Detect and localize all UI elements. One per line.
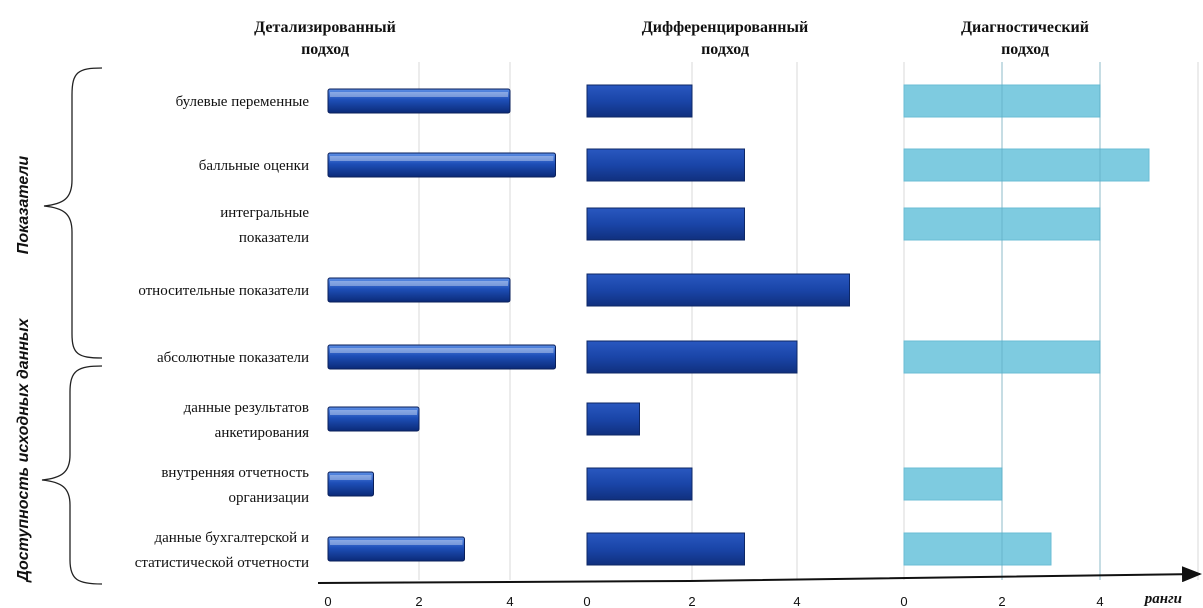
panel-title-1: Детализированный подход	[254, 19, 396, 58]
x-axis-arrow	[317, 566, 1202, 584]
panel-2: Дифференцированный подход 0 2 4	[583, 19, 850, 608]
brace-data-availability	[41, 365, 103, 585]
x-axis-label: ранги	[1143, 591, 1182, 607]
tick-label-panel-3: 4	[1096, 594, 1103, 608]
tick-label-panel-2: 2	[688, 594, 695, 608]
bar-highlight	[330, 540, 463, 545]
bar-panel-1-данные-бухгалтерской-и-статистической-отчетности	[327, 536, 465, 562]
panel-title-3: Диагностический подход	[961, 19, 1089, 58]
panel-title-2: Дифференцированный подход	[642, 19, 808, 58]
bar-panel-1-булевые-переменные	[327, 88, 511, 114]
tick-label-panel-1: 2	[415, 594, 422, 608]
bar-highlight	[330, 475, 372, 480]
category-label-2: балльные оценки	[199, 158, 309, 174]
bar-panel-3-балльные-оценки	[903, 148, 1150, 182]
bar-highlight	[330, 156, 554, 161]
category-label-8: данные бухгалтерской и статистической отч…	[135, 530, 309, 571]
group-label-data-availability: Доступность исходных данных	[15, 317, 32, 583]
tick-label-panel-3: 0	[900, 594, 907, 608]
tick-label-panel-2: 0	[583, 594, 590, 608]
tick-label-panel-1: 0	[324, 594, 331, 608]
bar-panel-1-относительные-показатели	[327, 277, 511, 303]
bar-panel-2-булевые-переменные	[586, 84, 693, 118]
panel-3: Диагностический подход 0 2 4	[900, 19, 1199, 608]
category-label-1: булевые переменные	[176, 94, 310, 110]
bar-panel-2-внутренняя-отчетность-организации	[586, 467, 693, 501]
bar-panel-1-внутренняя-отчетность-организации	[327, 471, 374, 497]
bar-highlight	[330, 281, 508, 286]
category-label-4: относительные показатели	[138, 283, 309, 299]
bar-highlight	[330, 348, 554, 353]
bar-panel-2-абсолютные-показатели	[586, 340, 798, 374]
category-label-5: абсолютные показатели	[157, 350, 309, 366]
bar-panel-2-балльные-оценки	[586, 148, 745, 182]
bar-panel-1-данные-результатов-анкетирования	[327, 406, 420, 432]
brace-indicators	[43, 67, 103, 359]
panel-1: Детализированный подход 0 2 4	[254, 19, 556, 608]
category-label-6: данные результатов анкетирования	[184, 400, 309, 441]
bar-panel-3-данные-бухгалтерской-и-статистической-отчетности	[903, 532, 1052, 566]
bar-panel-1-абсолютные-показатели	[327, 344, 556, 370]
bar-panel-1-балльные-оценки	[327, 152, 556, 178]
tick-label-panel-1: 4	[506, 594, 513, 608]
category-label-3: интегральные показатели	[220, 205, 309, 246]
bar-panel-2-данные-бухгалтерской-и-статистической-отчетности	[586, 532, 745, 566]
tick-label-panel-2: 4	[793, 594, 800, 608]
bar-panel-3-внутренняя-отчетность-организации	[903, 467, 1003, 501]
bar-highlight	[330, 92, 508, 97]
group-label-indicators: Показатели	[15, 156, 32, 255]
bar-panel-2-относительные-показатели	[586, 273, 850, 307]
bar-highlight	[330, 410, 417, 415]
category-label-7: внутренняя отчетность организации	[161, 465, 309, 506]
bar-panel-2-интегральные-показатели	[586, 207, 745, 241]
bar-panel-2-данные-результатов-анкетирования	[586, 402, 640, 436]
tick-label-panel-3: 2	[998, 594, 1005, 608]
